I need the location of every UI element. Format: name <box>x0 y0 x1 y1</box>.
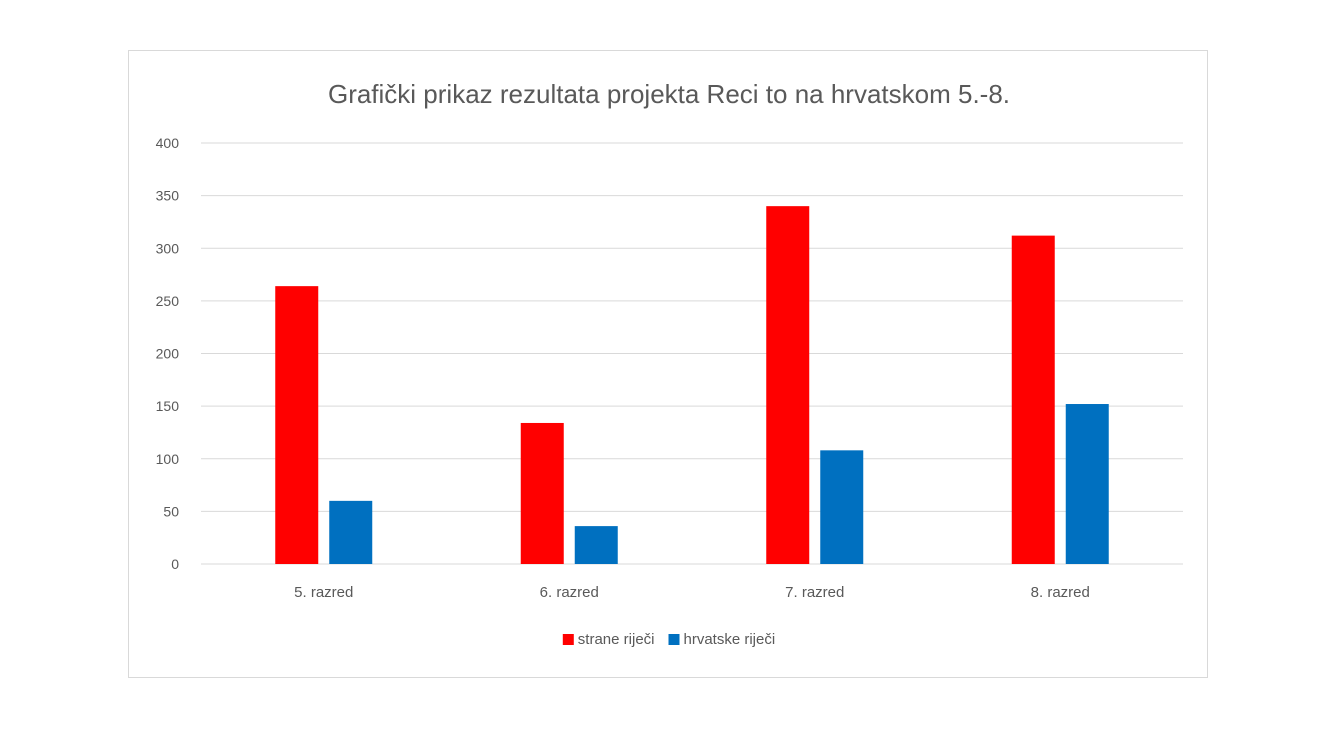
bar-strane-8 <box>1011 235 1055 564</box>
bar-strane-6 <box>520 422 564 564</box>
bar-strane-7 <box>766 206 810 564</box>
x-category-label: 8. razred <box>1031 584 1090 601</box>
legend-item: strane riječi <box>562 631 655 648</box>
legend-label: hrvatske riječi <box>684 631 776 648</box>
y-tick-label: 150 <box>156 398 180 414</box>
y-axis-tick-labels: 0 50 100 150 200 250 300 350 400 <box>156 135 180 572</box>
legend: strane riječi hrvatske riječi <box>562 631 776 648</box>
legend-label: strane riječi <box>578 631 655 648</box>
y-tick-label: 0 <box>171 556 179 572</box>
chart-title: Grafički prikaz rezultata projekta Reci … <box>328 79 1010 109</box>
bar-hrvatske-8 <box>1065 404 1109 564</box>
y-tick-label: 50 <box>163 503 179 519</box>
legend-item: hrvatske riječi <box>668 631 776 648</box>
x-category-label: 7. razred <box>785 584 844 601</box>
y-tick-label: 300 <box>156 240 180 256</box>
y-tick-label: 250 <box>156 293 180 309</box>
bar-hrvatske-7 <box>820 450 864 564</box>
y-tick-label: 100 <box>156 451 180 467</box>
x-category-label: 6. razred <box>540 584 599 601</box>
x-category-label: 5. razred <box>294 584 353 601</box>
x-axis-category-labels: 5. razred 6. razred 7. razred 8. razred <box>294 584 1090 601</box>
bar-hrvatske-5 <box>329 500 373 564</box>
y-tick-label: 350 <box>156 188 180 204</box>
bar-strane-5 <box>275 286 319 564</box>
legend-swatch <box>562 634 574 645</box>
bar-chart: Grafički prikaz rezultata projekta Reci … <box>156 79 1183 648</box>
y-tick-label: 200 <box>156 346 180 362</box>
chart-frame: Grafički prikaz rezultata projekta Reci … <box>128 50 1208 678</box>
y-tick-label: 400 <box>156 135 180 151</box>
legend-swatch <box>668 634 680 645</box>
bars <box>275 206 1109 564</box>
bar-hrvatske-6 <box>574 526 618 564</box>
